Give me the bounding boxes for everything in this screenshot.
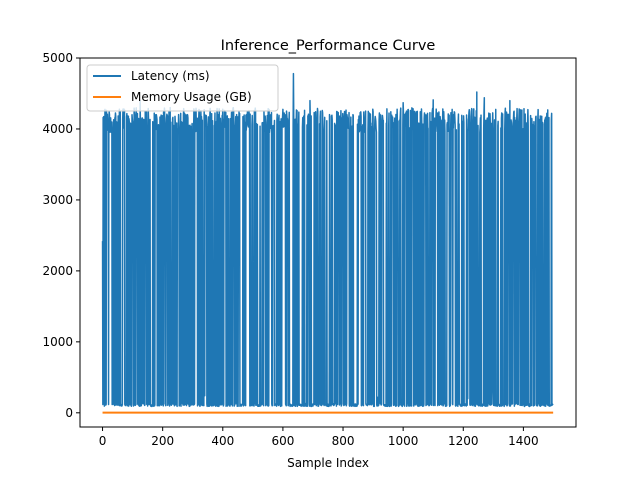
x-tick-label: 1400 [508,434,539,448]
y-axis: 0 1000 2000 3000 4000 5000 [42,51,80,420]
x-tick-label: 0 [99,434,107,448]
y-tick-label: 4000 [42,122,73,136]
x-tick-label: 1200 [448,434,479,448]
series-layer [101,72,554,414]
chart-title: Inference_Performance Curve [221,38,436,54]
y-tick-label: 5000 [42,51,73,65]
x-tick-label: 800 [332,434,355,448]
x-tick-label: 400 [211,434,234,448]
x-tick-label: 600 [271,434,294,448]
x-axis: 0 200 400 600 800 1000 1200 1400 [99,427,539,448]
x-axis-label: Sample Index [287,456,369,470]
plot-area: 0 200 400 600 800 1000 1200 1400 0 1000 2000 3000 4… [42,51,577,448]
legend: Latency (ms) Memory Usage (GB) [86,64,279,112]
y-tick-label: 1000 [42,335,73,349]
y-tick-label: 3000 [42,193,73,207]
legend-label-memory: Memory Usage (GB) [131,90,252,104]
legend-label-latency: Latency (ms) [131,69,210,83]
series-line-latency [101,72,554,408]
x-tick-label: 1000 [388,434,419,448]
axes-frame [79,57,577,428]
legend-box [86,64,279,112]
y-tick-label: 2000 [42,264,73,278]
y-tick-label: 0 [65,406,73,420]
x-tick-label: 200 [151,434,174,448]
